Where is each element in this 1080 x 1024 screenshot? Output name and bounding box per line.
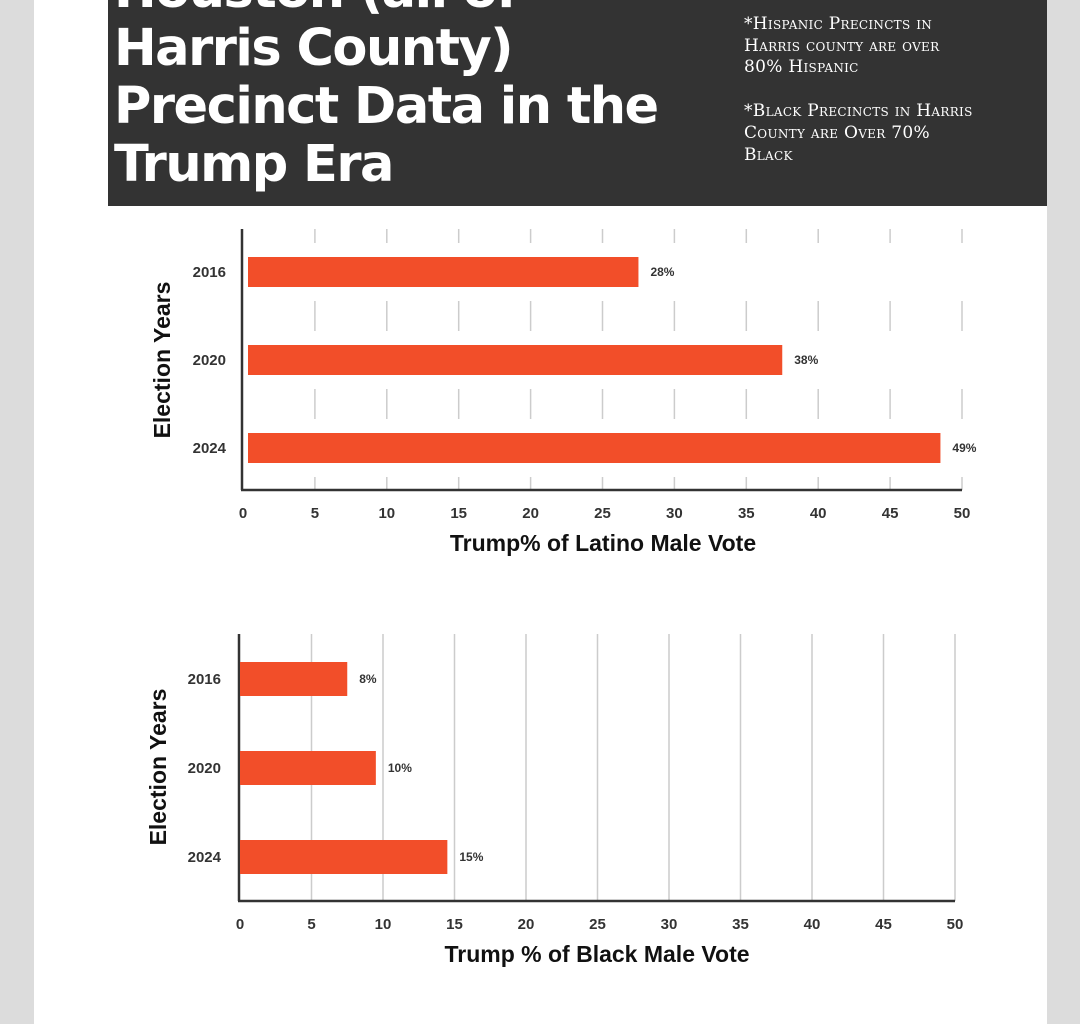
- data-label: 38%: [794, 353, 818, 367]
- x-tick-label: 25: [589, 916, 606, 933]
- x-tick-label: 30: [661, 916, 678, 933]
- bar-2020: [240, 751, 376, 785]
- x-tick-label: 30: [666, 505, 683, 522]
- x-tick-label: 40: [810, 505, 827, 522]
- x-tick-label: 10: [375, 916, 392, 933]
- x-tick-label: 5: [311, 505, 319, 522]
- x-tick-label: 25: [594, 505, 611, 522]
- data-label: 28%: [650, 265, 674, 279]
- y-axis-title: Election Years: [149, 282, 175, 439]
- bar-2016: [248, 257, 639, 287]
- x-tick-label: 35: [732, 916, 749, 933]
- data-label: 49%: [952, 441, 976, 455]
- x-tick-label: 35: [738, 505, 755, 522]
- bar-2024: [240, 840, 448, 874]
- y-category-label: 2016: [193, 264, 226, 281]
- x-tick-label: 0: [239, 505, 247, 522]
- x-tick-label: 5: [307, 916, 315, 933]
- x-tick-label: 15: [446, 916, 463, 933]
- data-label: 8%: [359, 672, 377, 686]
- x-axis-title: Trump% of Latino Male Vote: [450, 530, 756, 556]
- y-category-label: 2016: [188, 671, 221, 688]
- bar-2020: [248, 345, 783, 375]
- header-notes: *Hispanic Precincts in Harris county are…: [744, 14, 974, 188]
- x-tick-label: 0: [236, 916, 244, 933]
- data-label: 10%: [388, 761, 412, 775]
- note-hispanic: *Hispanic Precincts in Harris county are…: [744, 14, 940, 78]
- x-tick-label: 20: [518, 916, 535, 933]
- x-tick-label: 45: [875, 916, 892, 933]
- y-category-label: 2020: [188, 760, 221, 777]
- x-tick-label: 50: [954, 505, 971, 522]
- y-category-label: 2020: [193, 352, 226, 369]
- x-tick-label: 45: [882, 505, 899, 522]
- y-category-label: 2024: [188, 849, 222, 866]
- bar-2024: [248, 433, 941, 463]
- page-title: Houston (all of Harris County) Precinct …: [114, 0, 659, 194]
- x-axis-title: Trump % of Black Male Vote: [444, 941, 749, 967]
- x-tick-label: 50: [947, 916, 964, 933]
- header-banner: Houston (all of Harris County) Precinct …: [108, 0, 1047, 206]
- note-black: *Black Precincts in Harris County are Ov…: [744, 101, 973, 165]
- x-tick-label: 10: [378, 505, 395, 522]
- bar-2016: [240, 662, 348, 696]
- x-tick-label: 40: [804, 916, 821, 933]
- y-category-label: 2024: [193, 440, 227, 457]
- data-label: 15%: [459, 850, 483, 864]
- x-tick-label: 15: [450, 505, 467, 522]
- y-axis-title: Election Years: [145, 689, 171, 846]
- x-tick-label: 20: [522, 505, 539, 522]
